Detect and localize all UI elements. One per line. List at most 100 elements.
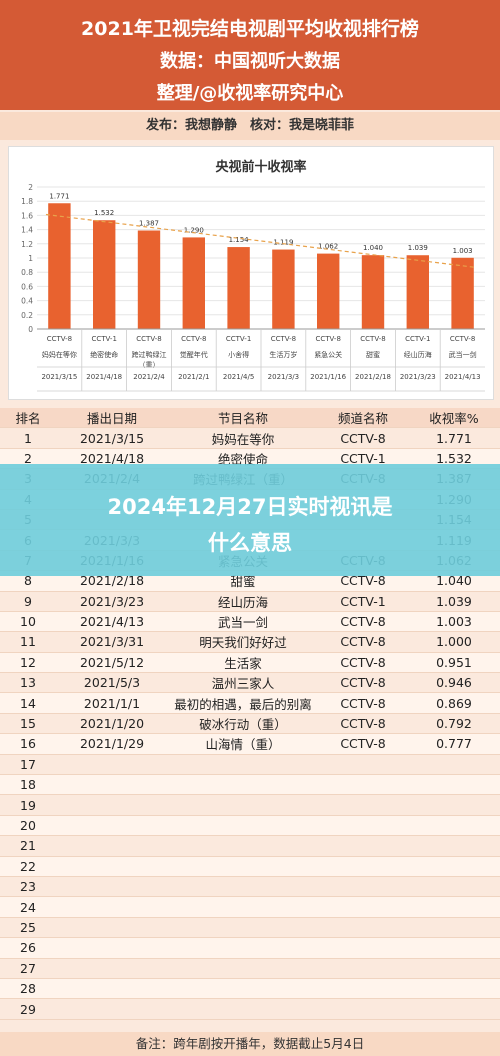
- table-cell: [168, 978, 318, 1000]
- table-cell: 0.777: [408, 733, 500, 755]
- table-cell: [318, 978, 408, 1000]
- table-cell: 1.003: [408, 611, 500, 633]
- bar: [406, 255, 429, 329]
- x-tick-channel: CCTV-8: [315, 335, 340, 343]
- table-cell: 2021/4/18: [56, 448, 168, 470]
- table-cell: [318, 774, 408, 796]
- table-cell: 温州三家人: [168, 672, 318, 694]
- table-cell: 22: [0, 856, 56, 877]
- x-tick-name: 经山历海: [404, 350, 432, 359]
- x-tick-date: 2021/4/18: [86, 373, 122, 381]
- x-tick-name: 甜蜜: [366, 350, 380, 359]
- table-cell: [168, 937, 318, 959]
- table-cell: [408, 815, 500, 837]
- x-tick-date: 2021/4/5: [223, 373, 254, 381]
- table-row: 19: [0, 794, 500, 816]
- y-tick-label: 1.4: [21, 226, 33, 235]
- y-tick-label: 1: [28, 254, 33, 263]
- footer-note: 备注：跨年剧按开播年，数据截止5月4日: [0, 1032, 500, 1056]
- table-cell: [408, 978, 500, 1000]
- table-cell: [318, 917, 408, 939]
- headline-overlay[interactable]: 2024年12月27日实时视讯是 什么意思: [0, 464, 500, 576]
- table-cell: 2021/1/1: [56, 692, 168, 714]
- table-cell: 18: [0, 774, 56, 796]
- table-row: 13 2021/5/3 温州三家人 CCTV-8 0.946: [0, 672, 500, 694]
- table-cell: 最初的相遇，最后的别离: [168, 692, 318, 714]
- table-row: 17: [0, 754, 500, 776]
- table-cell: [408, 754, 500, 776]
- data-label: 1.040: [363, 244, 383, 252]
- table-cell: [408, 876, 500, 898]
- data-label: 1.119: [273, 239, 293, 247]
- table-cell: 17: [0, 754, 56, 776]
- y-tick-label: 0.8: [21, 268, 33, 277]
- table-cell: [56, 958, 168, 979]
- table-cell: [318, 794, 408, 816]
- table-cell: 27: [0, 958, 56, 979]
- table-cell: CCTV-1: [318, 591, 408, 612]
- table-cell: 26: [0, 937, 56, 959]
- x-tick-date: 2021/3/3: [268, 373, 299, 381]
- bar: [182, 237, 205, 329]
- data-label: 1.771: [49, 192, 69, 200]
- table-row: 22: [0, 856, 500, 877]
- column-header: 播出日期: [56, 408, 168, 429]
- table-row: 23: [0, 876, 500, 898]
- table-cell: 1.771: [408, 427, 500, 449]
- table-cell: 0.792: [408, 713, 500, 735]
- x-tick-name: 武当一剑: [449, 350, 477, 359]
- table-cell: 19: [0, 794, 56, 816]
- y-tick-label: 2: [28, 183, 33, 192]
- table-cell: 2021/5/12: [56, 652, 168, 674]
- table-cell: CCTV-8: [318, 631, 408, 653]
- table-cell: 武当一剑: [168, 611, 318, 633]
- table-row: 27: [0, 958, 500, 979]
- table-cell: 2021/5/3: [56, 672, 168, 694]
- x-tick-channel: CCTV-8: [360, 335, 385, 343]
- x-tick-name: 觉醒年代: [180, 350, 208, 359]
- table-row: 2 2021/4/18 绝密使命 CCTV-1 1.532: [0, 448, 500, 470]
- table-cell: 24: [0, 896, 56, 918]
- x-tick-channel: CCTV-1: [226, 335, 251, 343]
- headline-line-1: 2024年12月27日实时视讯是: [107, 495, 393, 519]
- column-header: 频道名称: [318, 408, 408, 429]
- data-label: 1.154: [229, 236, 250, 244]
- table-cell: [56, 876, 168, 898]
- bar-chart: 央视前十收视率 0 0.2 0.4 0.6 0.8 1 1.2 1.4 1.6 1.8 2 1.771 1…: [21, 159, 485, 392]
- y-tick-label: 0.6: [21, 282, 33, 291]
- x-tick-channel: CCTV-1: [91, 335, 116, 343]
- table-cell: 经山历海: [168, 591, 318, 612]
- y-tick-label: 1.6: [21, 211, 33, 220]
- x-tick-date: 2021/2/1: [178, 373, 209, 381]
- x-tick-date: 2021/2/18: [355, 373, 391, 381]
- table-cell: 1: [0, 427, 56, 449]
- table-cell: [168, 958, 318, 979]
- table-cell: [56, 794, 168, 816]
- table-cell: [318, 998, 408, 1020]
- x-tick-date: 2021/3/23: [400, 373, 436, 381]
- table-cell: [408, 794, 500, 816]
- data-label: 1.062: [318, 243, 338, 251]
- bar: [317, 253, 340, 329]
- table-cell: CCTV-8: [318, 672, 408, 694]
- table-row: 21: [0, 835, 500, 857]
- table-cell: 28: [0, 978, 56, 1000]
- table-cell: [56, 835, 168, 857]
- table-cell: 25: [0, 917, 56, 939]
- table-cell: [168, 896, 318, 918]
- table-cell: [318, 856, 408, 877]
- table-cell: 14: [0, 692, 56, 714]
- table-row: 18: [0, 774, 500, 796]
- table-cell: 绝密使命: [168, 448, 318, 470]
- table-cell: 2021/1/20: [56, 713, 168, 735]
- table-cell: 2021/3/15: [56, 427, 168, 449]
- chart-title: 央视前十收视率: [215, 159, 306, 175]
- x-tick-name: 跨过鸭绿江: [132, 350, 167, 359]
- table-cell: [56, 856, 168, 877]
- chart-container: 央视前十收视率 0 0.2 0.4 0.6 0.8 1 1.2 1.4 1.6 1.8 2 1.771 1…: [8, 146, 494, 400]
- table-cell: [318, 958, 408, 979]
- table-row: 16 2021/1/29 山海情（重） CCTV-8 0.777: [0, 733, 500, 755]
- table-cell: [408, 896, 500, 918]
- column-header: 收视率%: [408, 408, 500, 429]
- table-row: 26: [0, 937, 500, 959]
